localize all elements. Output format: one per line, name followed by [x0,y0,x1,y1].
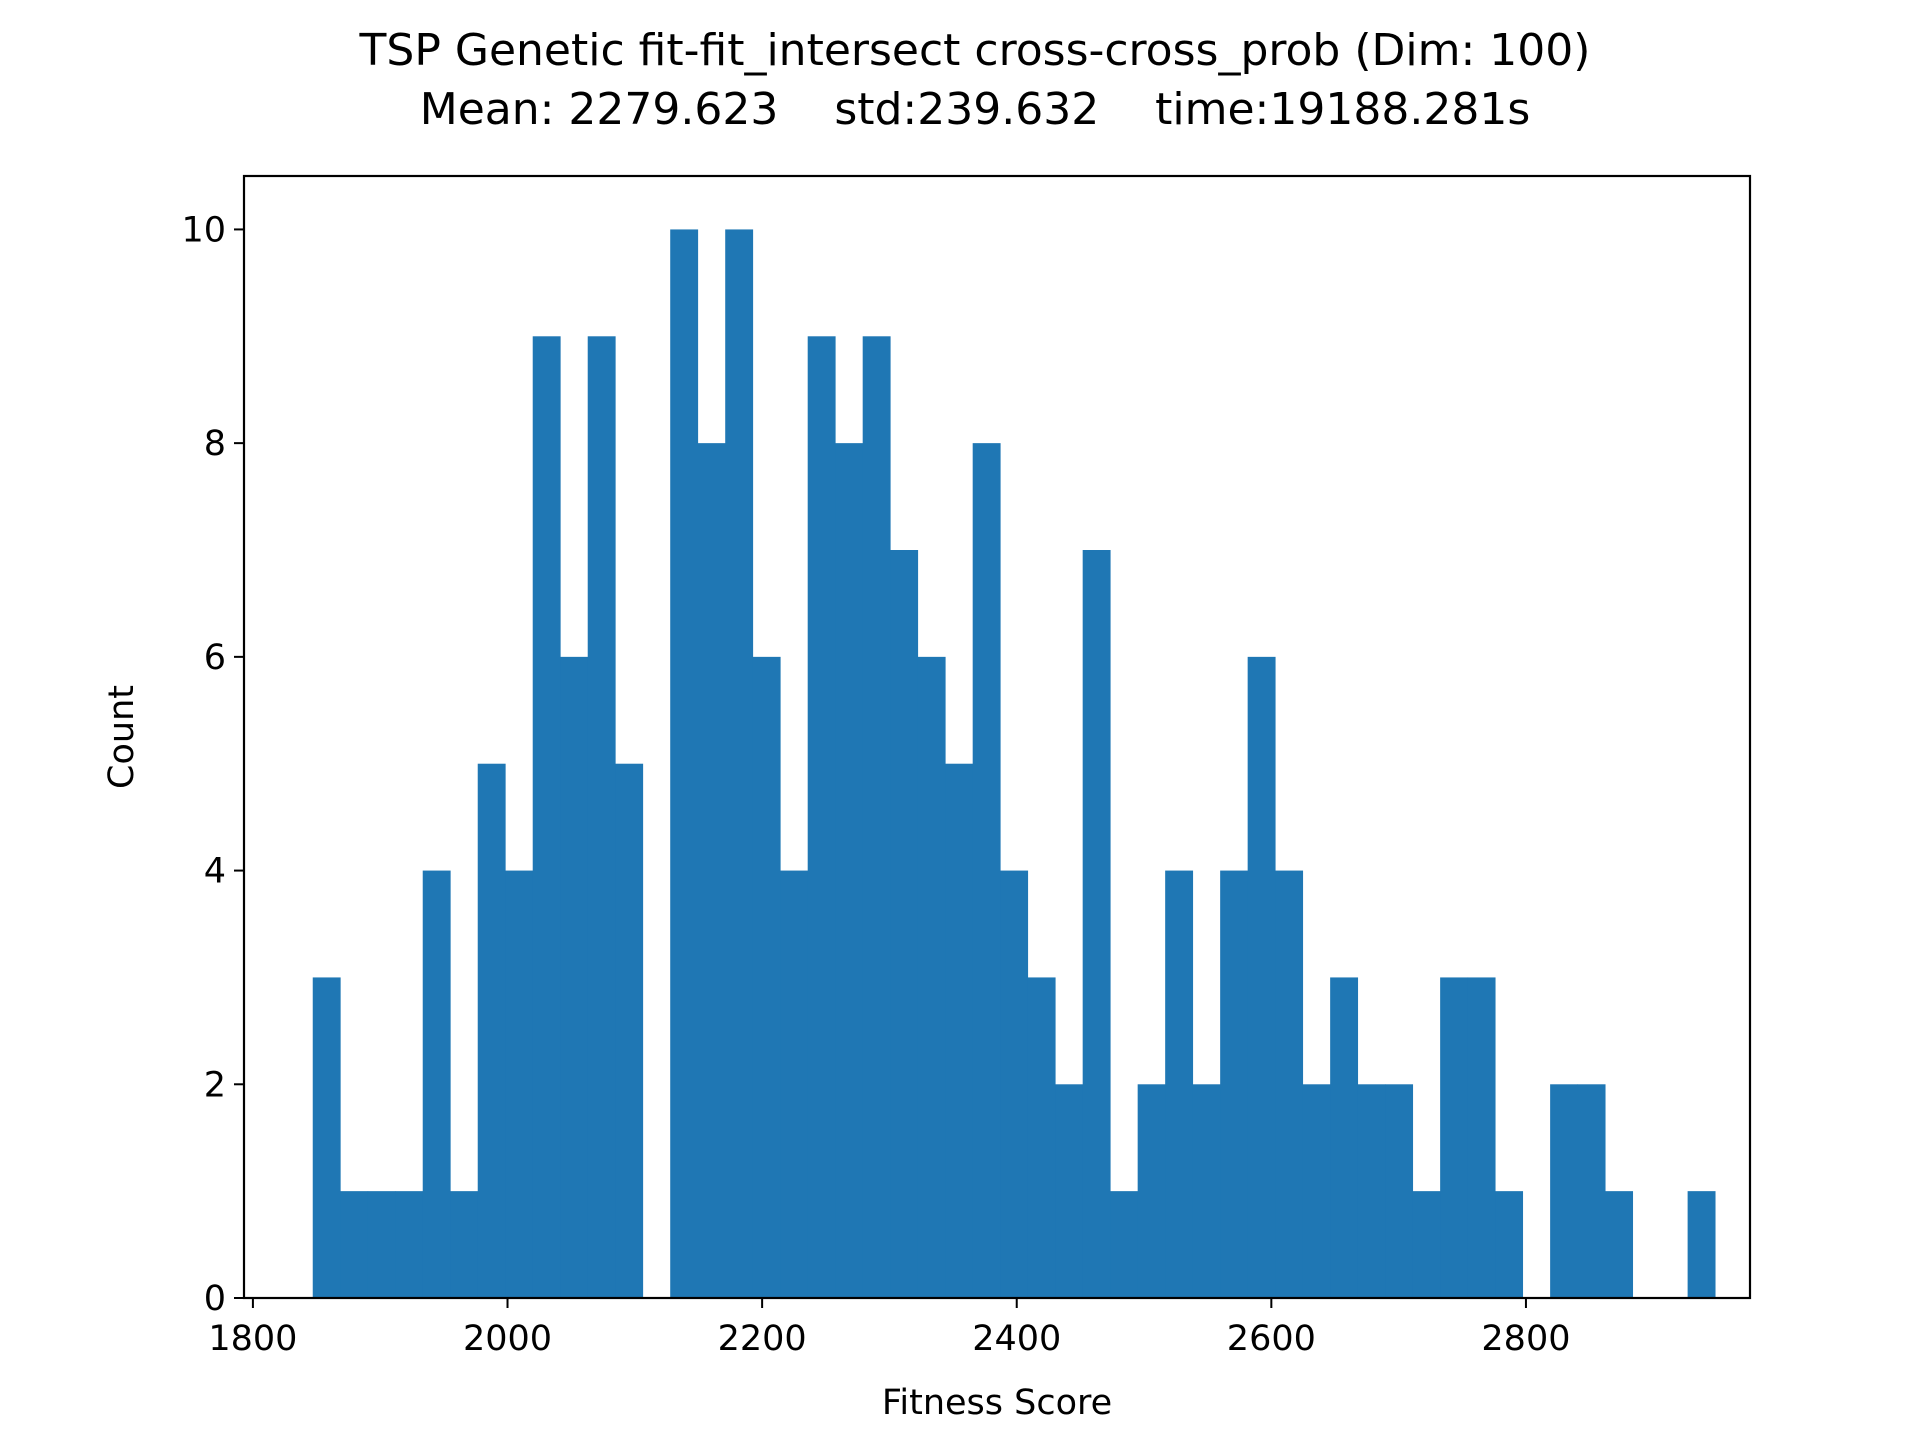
y-axis-ticks: 0 2 4 6 8 10 [181,210,244,1319]
histogram-bar [615,763,644,1298]
x-tick-label: 2800 [1481,1319,1570,1359]
x-tick-label: 1800 [208,1319,297,1359]
histogram-bar [505,870,534,1298]
histogram-bar [1275,870,1304,1298]
histogram-bar [1467,977,1496,1298]
y-axis-label: Count [102,685,142,789]
histogram-bar [780,870,809,1298]
histogram-bar [532,336,561,1298]
histogram-bar [697,443,726,1298]
histogram-bar [807,336,836,1298]
histogram-bar [422,870,451,1298]
chart-title: TSP Genetic fit-fit_intersect cross-cros… [359,25,1591,76]
plot-frame [242,174,1752,1300]
histogram-bar [367,1191,396,1298]
histogram-bar [477,763,506,1298]
y-tick-label: 8 [204,424,226,464]
histogram-bar [945,763,974,1298]
x-tick-label: 2000 [463,1319,552,1359]
y-tick-label: 0 [204,1279,226,1319]
histogram-bar [1000,870,1029,1298]
y-tick-label: 2 [204,1065,226,1105]
histogram-bar [1495,1191,1524,1298]
histogram-bar [835,443,864,1298]
y-tick-label: 10 [181,210,226,250]
histogram-bars [312,229,1716,1299]
histogram-bar [1440,977,1469,1298]
histogram-bar [670,229,699,1299]
histogram-bar [1027,977,1056,1298]
histogram-bar [1055,1084,1084,1298]
histogram-bar [1412,1191,1441,1298]
x-tick-label: 2200 [718,1319,807,1359]
histogram-bar [1192,1084,1221,1298]
histogram-bar [1302,1084,1331,1298]
x-axis-label: Fitness Score [882,1383,1112,1423]
histogram-bar [1247,656,1276,1298]
histogram-bar [917,656,946,1298]
histogram-bar [1385,1084,1414,1298]
histogram-bar [587,336,616,1298]
histogram-bar [1687,1191,1716,1298]
histogram-bar [340,1191,369,1298]
histogram-bar [1550,1084,1579,1298]
histogram-bar [1605,1191,1634,1298]
histogram-bar [450,1191,479,1298]
histogram-bar [1082,550,1111,1298]
histogram-bar [862,336,891,1298]
histogram-bar [1110,1191,1139,1298]
x-tick-label: 2400 [972,1319,1061,1359]
histogram-bar [560,656,589,1298]
histogram-bar [972,443,1001,1298]
y-tick-label: 4 [204,852,226,892]
histogram-bar [725,229,754,1299]
x-axis-ticks: 1800 2000 2200 2400 2600 2800 [208,1298,1570,1359]
y-tick-label: 6 [204,638,226,678]
chart-subtitle: Mean: 2279.623 std:239.632 time:19188.28… [420,84,1531,135]
x-tick-label: 2600 [1227,1319,1316,1359]
histogram-bar [1220,870,1249,1298]
histogram-bar [1357,1084,1386,1298]
histogram-bar [1137,1084,1166,1298]
histogram-bar [395,1191,424,1298]
histogram-bar [1330,977,1359,1298]
histogram-bar [1577,1084,1606,1298]
histogram-bar [312,977,341,1298]
histogram-bar [752,656,781,1298]
histogram-bar [1165,870,1194,1298]
histogram-bar [890,550,919,1298]
